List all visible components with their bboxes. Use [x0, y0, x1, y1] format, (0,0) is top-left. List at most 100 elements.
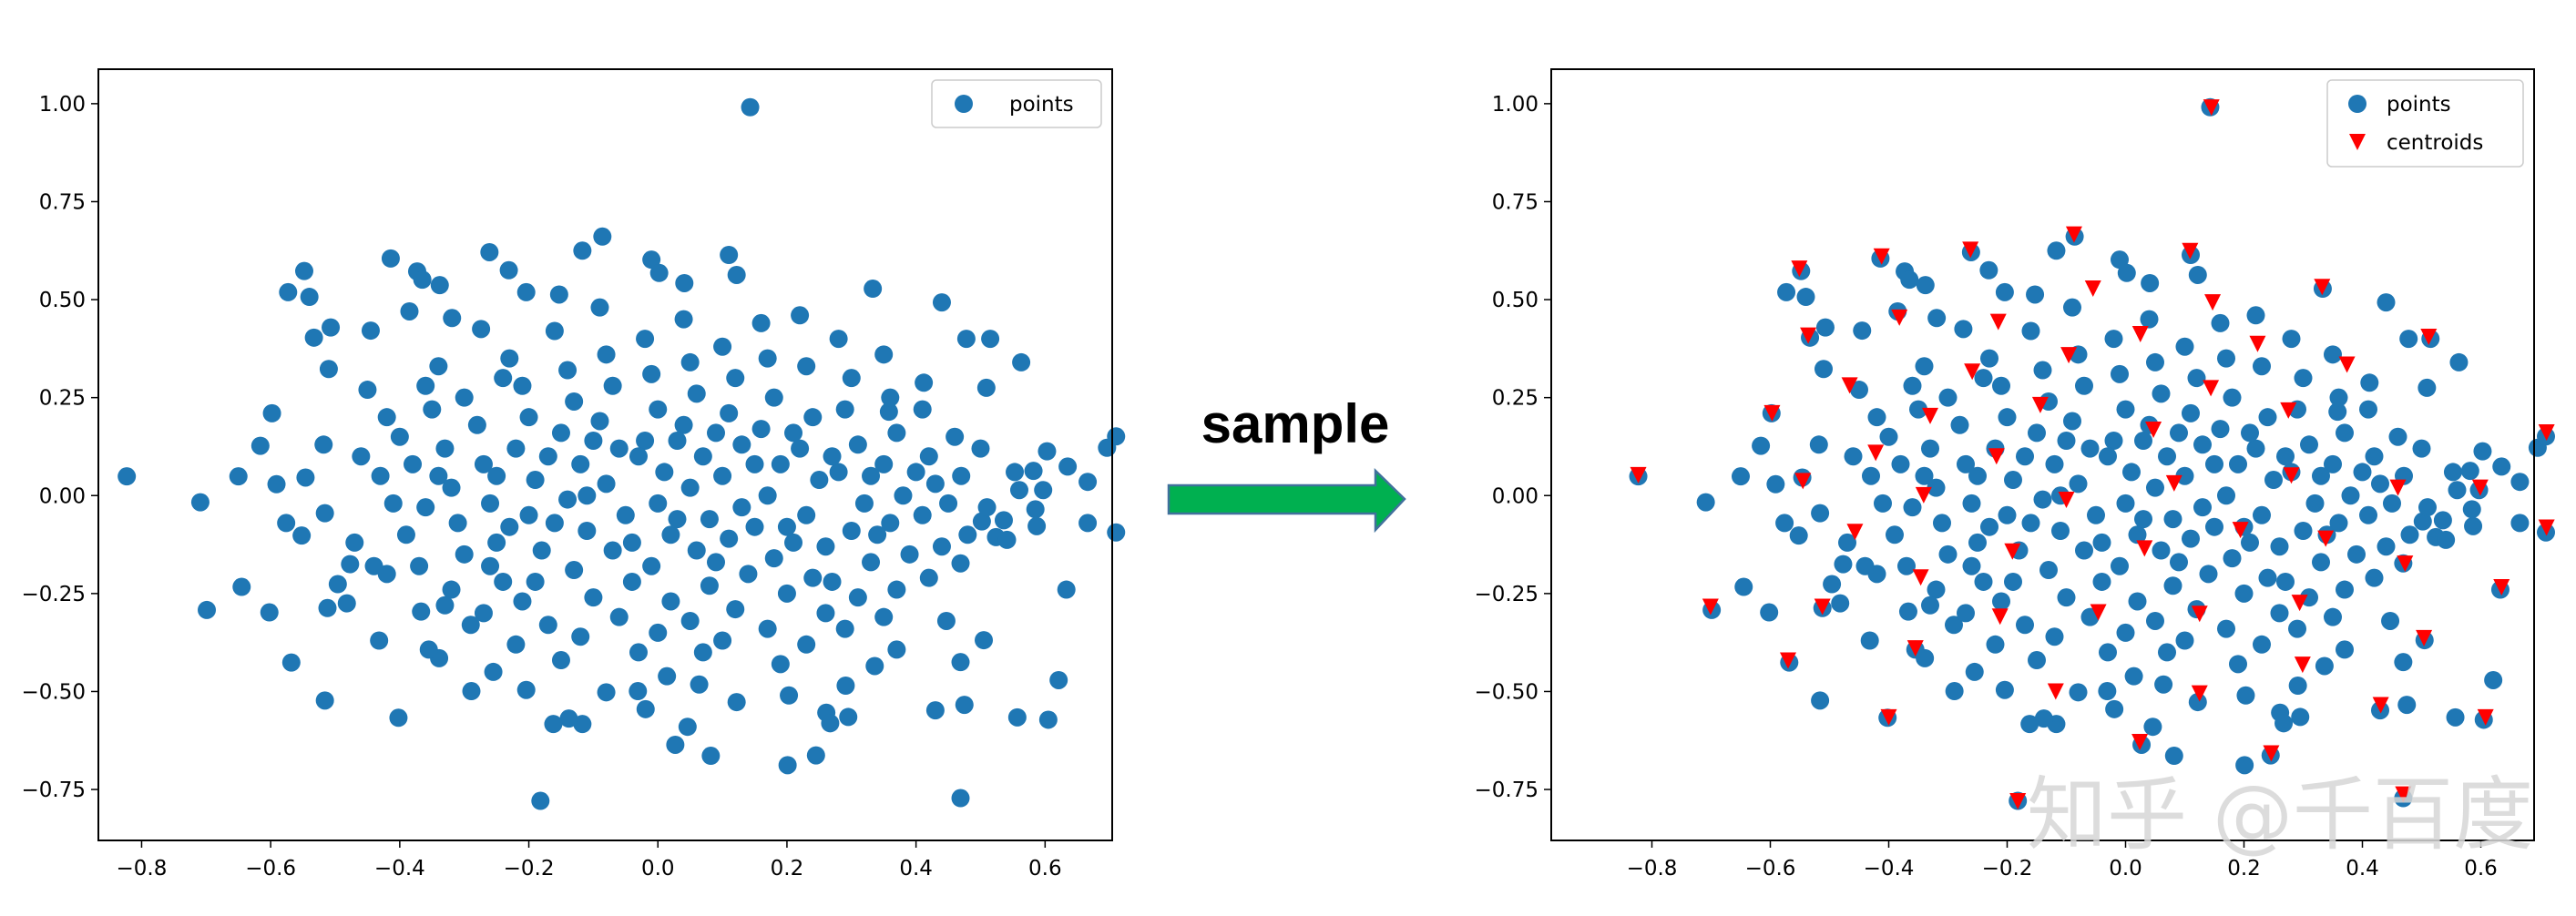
point-marker — [578, 521, 597, 540]
point-marker — [462, 682, 481, 701]
point-marker — [636, 432, 655, 451]
point-marker — [2282, 330, 2301, 349]
point-marker — [1897, 556, 1916, 575]
point-marker — [1980, 349, 1998, 368]
centroid-marker — [1841, 377, 1858, 394]
point-marker — [2464, 516, 2483, 535]
point-marker — [951, 554, 970, 573]
point-marker — [2217, 486, 2235, 505]
point-marker — [713, 631, 732, 650]
point-marker — [597, 683, 616, 702]
point-marker — [848, 435, 867, 454]
point-marker — [318, 598, 337, 617]
point-marker — [925, 701, 945, 720]
point-marker — [590, 412, 609, 431]
y-tick-label: −0.50 — [1475, 680, 1538, 704]
point-marker — [2229, 655, 2247, 674]
point-marker — [571, 627, 590, 646]
axes-frame — [1550, 68, 2535, 841]
point-marker — [972, 512, 991, 531]
centroid-marker — [2538, 423, 2555, 441]
centroid-marker — [2204, 294, 2222, 311]
point-marker — [389, 708, 408, 728]
point-marker — [2205, 454, 2223, 473]
point-marker — [526, 572, 545, 591]
point-marker — [887, 580, 906, 599]
point-marker — [1938, 388, 1958, 407]
point-marker — [2057, 432, 2076, 451]
point-marker — [2170, 553, 2188, 572]
point-marker — [1057, 580, 1076, 599]
point-marker — [2075, 376, 2093, 395]
point-marker — [2365, 447, 2384, 466]
point-marker — [429, 357, 448, 376]
watermark: 知乎 @千百度 — [2027, 768, 2533, 861]
point-marker — [1796, 288, 1815, 307]
point-marker — [1995, 282, 2014, 301]
point-marker — [2128, 525, 2147, 545]
plot-marks — [1629, 97, 2555, 810]
point-marker — [410, 556, 429, 575]
point-marker — [2111, 250, 2129, 270]
centroid-marker — [2065, 226, 2082, 243]
point-marker — [797, 635, 816, 654]
centroid-marker — [2165, 474, 2182, 492]
point-marker — [2288, 676, 2307, 695]
point-marker — [584, 432, 603, 451]
point-marker — [2371, 474, 2389, 494]
point-marker — [474, 604, 493, 623]
point-marker — [2164, 747, 2183, 766]
point-marker — [423, 400, 442, 419]
point-marker — [494, 369, 513, 388]
point-marker — [516, 680, 536, 699]
point-marker — [1938, 545, 1958, 564]
x-tick-label: 0.0 — [641, 857, 675, 880]
point-marker — [2193, 435, 2212, 454]
point-marker — [2004, 572, 2022, 591]
right-arrow-icon — [1167, 468, 1406, 534]
point-marker — [526, 471, 545, 490]
point-marker — [396, 525, 415, 545]
point-marker — [1945, 682, 1964, 701]
point-marker — [720, 529, 739, 548]
point-marker — [2193, 498, 2212, 517]
point-marker — [1992, 592, 2010, 611]
point-marker — [1980, 517, 1998, 536]
point-marker — [404, 454, 423, 473]
centroid-marker — [1922, 407, 1938, 424]
point-marker — [232, 577, 251, 596]
point-marker — [1844, 447, 1863, 466]
y-tick-label: −0.25 — [22, 583, 86, 606]
point-marker — [1823, 575, 1842, 594]
point-marker — [2069, 683, 2088, 702]
point-marker — [1915, 357, 1934, 376]
x-tick-label: 0.4 — [899, 857, 933, 880]
point-marker — [2047, 241, 2066, 260]
point-marker — [2294, 369, 2313, 388]
point-marker — [2241, 423, 2259, 443]
point-marker — [1107, 427, 1126, 446]
point-marker — [879, 402, 898, 422]
centroid-marker — [2009, 792, 2027, 809]
point-marker — [977, 498, 997, 517]
point-marker — [674, 415, 693, 434]
legend-box — [931, 79, 1102, 128]
y-tick-label: 0.50 — [1492, 289, 1538, 312]
point-marker — [854, 494, 874, 513]
centroid-marker — [2338, 356, 2356, 373]
point-marker — [2146, 478, 2164, 497]
point-marker — [816, 604, 835, 623]
point-marker — [810, 471, 829, 490]
centroid-marker — [1964, 363, 1981, 381]
x-tick-label: 0.6 — [1028, 857, 1062, 880]
point-marker — [1903, 376, 1922, 395]
point-marker — [2510, 473, 2530, 492]
point-marker — [732, 435, 751, 454]
y-tick-label: −0.75 — [22, 779, 86, 802]
point-marker — [2105, 699, 2124, 718]
point-marker — [584, 588, 603, 607]
x-axis: −0.8 −0.6 −0.4 −0.2 0.0 0.2 0.4 0.6 — [117, 840, 1062, 880]
point-marker — [649, 263, 669, 282]
centroid-marker — [2203, 99, 2220, 117]
point-marker — [2045, 454, 2064, 473]
